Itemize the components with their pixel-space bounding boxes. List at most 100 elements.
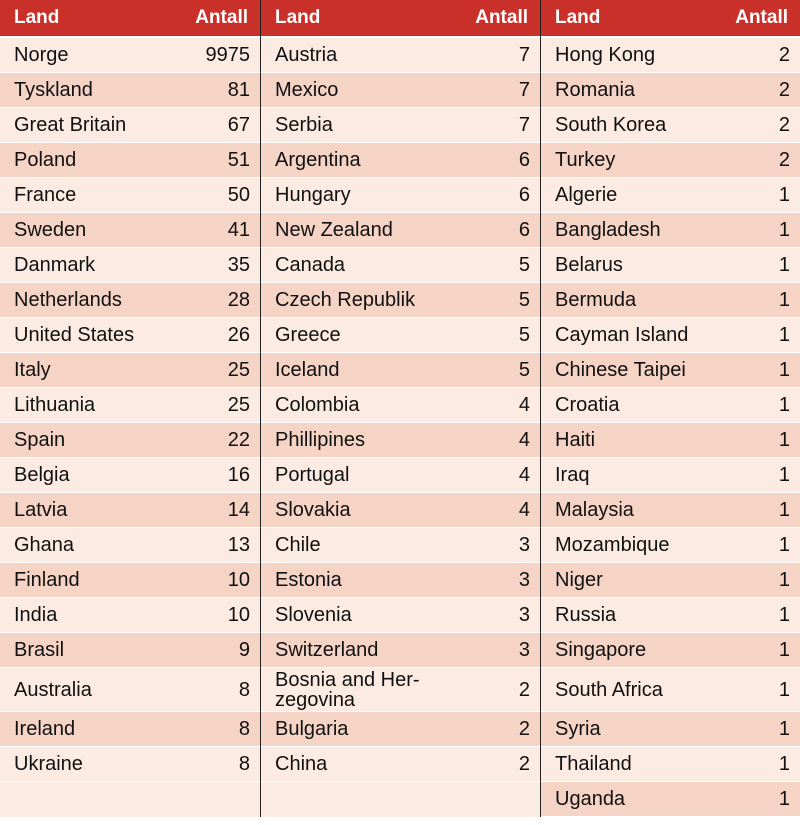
country-count: 9975	[205, 43, 251, 66]
country-name: Ireland	[14, 717, 76, 740]
country-count: 4	[518, 428, 530, 451]
table-row: Great Britain 67	[0, 108, 260, 143]
country-count: 2	[778, 78, 790, 101]
table-row: Brasil 9	[0, 633, 260, 668]
table-row: Slovakia 4	[261, 493, 540, 528]
country-count: 1	[778, 603, 790, 626]
country-count: 9	[238, 638, 250, 661]
country-count: 41	[227, 218, 250, 241]
table-row: Bangladesh 1	[541, 213, 800, 248]
table-row: Austria 7	[261, 38, 540, 73]
country-name: France	[14, 183, 77, 206]
table-row: Tyskland 81	[0, 73, 260, 108]
country-name: Bulgaria	[275, 717, 349, 740]
country-name: Russia	[555, 603, 617, 626]
country-count: 4	[518, 393, 530, 416]
country-count: 1	[778, 463, 790, 486]
table-row: Ghana 13	[0, 528, 260, 563]
country-count: 25	[227, 358, 250, 381]
empty-row	[0, 782, 260, 817]
country-name: South Africa	[555, 678, 663, 701]
country-name: Romania	[555, 78, 636, 101]
country-name: Slovakia	[275, 498, 351, 521]
country-count: 1	[778, 752, 790, 775]
country-name: Canada	[275, 253, 346, 276]
country-count: 22	[227, 428, 250, 451]
country-name: Hungary	[275, 183, 351, 206]
country-count: 16	[227, 463, 250, 486]
table-column-2: Land Antall Austria 7 Mexico 7 Serbia 7 Argent…	[260, 0, 540, 817]
table-row: Lithuania 25	[0, 388, 260, 423]
table-row: India 10	[0, 598, 260, 633]
country-name: Spain	[14, 428, 66, 451]
country-count: 2	[778, 113, 790, 136]
table-row: Australia 8	[0, 668, 260, 712]
country-count: 1	[778, 568, 790, 591]
country-name: Belarus	[555, 253, 623, 276]
country-count: 81	[227, 78, 250, 101]
country-name: Netherlands	[14, 288, 122, 311]
country-count: 5	[518, 288, 530, 311]
country-name: Mozambique	[555, 533, 670, 556]
table-row: Turkey 2	[541, 143, 800, 178]
table-row: Italy 25	[0, 353, 260, 388]
country-name: United States	[14, 323, 135, 346]
table-row: South Korea 2	[541, 108, 800, 143]
table-row: Hungary 6	[261, 178, 540, 213]
table-row: Bermuda 1	[541, 283, 800, 318]
country-name: Malaysia	[555, 498, 634, 521]
table-row: Uganda 1	[541, 782, 800, 817]
country-count: 5	[518, 323, 530, 346]
country-name: Greece	[275, 323, 341, 346]
country-name: Bermuda	[555, 288, 637, 311]
country-count: 7	[518, 113, 530, 136]
table-row: Switzerland 3	[261, 633, 540, 668]
country-name: Portugal	[275, 463, 350, 486]
table-row: Finland 10	[0, 563, 260, 598]
country-count: 1	[778, 678, 790, 701]
table-row: Danmark 35	[0, 248, 260, 283]
country-count: 67	[227, 113, 250, 136]
country-count: 8	[238, 717, 250, 740]
table-row: Serbia 7	[261, 108, 540, 143]
table-row: Algerie 1	[541, 178, 800, 213]
country-count: 1	[778, 428, 790, 451]
table-row: United States 26	[0, 318, 260, 353]
country-name: Iraq	[555, 463, 590, 486]
table-row: Colombia 4	[261, 388, 540, 423]
country-name: Haiti	[555, 428, 596, 451]
country-name: Lithuania	[14, 393, 96, 416]
table-row: Cayman Island 1	[541, 318, 800, 353]
country-count: 8	[238, 752, 250, 775]
country-name: Danmark	[14, 253, 96, 276]
table-row: Mozambique 1	[541, 528, 800, 563]
table-row: Sweden 41	[0, 213, 260, 248]
country-name: Great Britain	[14, 113, 127, 136]
table-row: Poland 51	[0, 143, 260, 178]
country-name: Hong Kong	[555, 43, 656, 66]
country-name: Argentina	[275, 148, 361, 171]
country-count: 6	[518, 183, 530, 206]
country-name: Algerie	[555, 183, 618, 206]
country-count: 2	[518, 752, 530, 775]
table-header: Land Antall	[541, 0, 800, 38]
country-count: 1	[778, 253, 790, 276]
table-row: Iceland 5	[261, 353, 540, 388]
country-count: 6	[518, 218, 530, 241]
table-row: Belgia 16	[0, 458, 260, 493]
country-name: Chinese Taipei	[555, 358, 686, 381]
country-name: Ghana	[14, 533, 75, 556]
country-count: 7	[518, 78, 530, 101]
table-row: Romania 2	[541, 73, 800, 108]
country-count: 1	[778, 533, 790, 556]
country-count: 5	[518, 253, 530, 276]
country-name: Iceland	[275, 358, 340, 381]
country-name: Cayman Island	[555, 323, 689, 346]
table-row: Norge 9975	[0, 38, 260, 73]
country-count: 26	[227, 323, 250, 346]
country-count: 13	[227, 533, 250, 556]
table-row: Ukraine 8	[0, 747, 260, 782]
header-land: Land	[275, 7, 321, 28]
country-count: 25	[227, 393, 250, 416]
